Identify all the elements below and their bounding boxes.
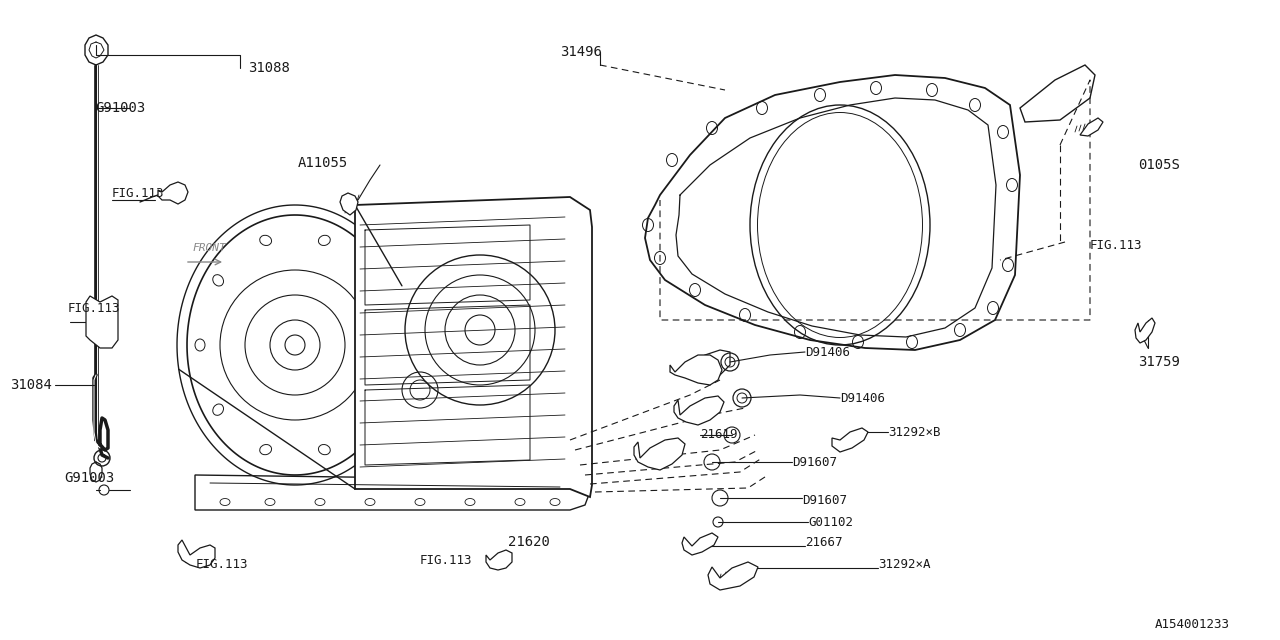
Polygon shape bbox=[682, 533, 718, 555]
Polygon shape bbox=[1135, 318, 1155, 343]
Polygon shape bbox=[1020, 65, 1094, 122]
Polygon shape bbox=[340, 193, 358, 215]
Text: D91406: D91406 bbox=[840, 392, 884, 404]
Text: FIG.113: FIG.113 bbox=[113, 186, 165, 200]
Text: FIG.113: FIG.113 bbox=[68, 301, 120, 314]
Polygon shape bbox=[178, 540, 215, 568]
Polygon shape bbox=[645, 75, 1020, 350]
Polygon shape bbox=[708, 562, 758, 590]
Polygon shape bbox=[157, 182, 188, 204]
Text: G91003: G91003 bbox=[64, 471, 114, 485]
Text: D91406: D91406 bbox=[805, 346, 850, 358]
Text: 31496: 31496 bbox=[561, 45, 602, 59]
Polygon shape bbox=[486, 550, 512, 570]
Text: FIG.113: FIG.113 bbox=[1091, 239, 1143, 252]
Polygon shape bbox=[187, 215, 403, 475]
Text: 21667: 21667 bbox=[805, 536, 842, 550]
Text: A154001233: A154001233 bbox=[1155, 618, 1230, 632]
Polygon shape bbox=[634, 438, 685, 470]
Text: FRONT: FRONT bbox=[192, 243, 225, 253]
Polygon shape bbox=[355, 197, 593, 497]
Text: D91607: D91607 bbox=[803, 493, 847, 506]
Polygon shape bbox=[832, 428, 868, 452]
Polygon shape bbox=[1080, 118, 1103, 136]
Text: 31292×A: 31292×A bbox=[878, 559, 931, 572]
Text: 31084: 31084 bbox=[10, 378, 52, 392]
Text: 21619: 21619 bbox=[700, 429, 737, 442]
Polygon shape bbox=[675, 396, 724, 425]
Text: FIG.113: FIG.113 bbox=[196, 559, 248, 572]
Text: 31292×B: 31292×B bbox=[888, 426, 941, 438]
Polygon shape bbox=[86, 296, 118, 348]
Text: A11055: A11055 bbox=[298, 156, 348, 170]
Polygon shape bbox=[195, 475, 588, 510]
Text: 0105S: 0105S bbox=[1138, 158, 1180, 172]
Text: D91607: D91607 bbox=[792, 456, 837, 470]
Polygon shape bbox=[669, 355, 722, 385]
Text: 31759: 31759 bbox=[1138, 355, 1180, 369]
Text: G01102: G01102 bbox=[808, 516, 852, 529]
Text: 31088: 31088 bbox=[248, 61, 289, 75]
Text: 21620: 21620 bbox=[508, 535, 550, 549]
Text: G91003: G91003 bbox=[95, 101, 145, 115]
Polygon shape bbox=[84, 35, 108, 65]
Text: FIG.113: FIG.113 bbox=[420, 554, 472, 566]
